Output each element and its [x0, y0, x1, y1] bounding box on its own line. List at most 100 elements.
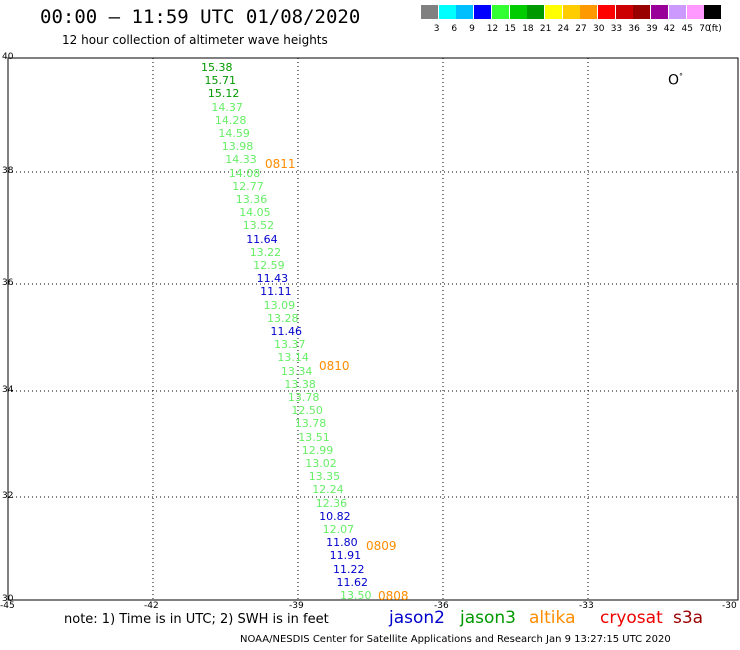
legend-label: 3 [433, 24, 440, 34]
wave-height-value: 14.59 [218, 127, 250, 140]
satellite-label: s3a [673, 608, 704, 628]
wave-height-value: 15.38 [201, 61, 233, 74]
wave-height-value: 12.50 [291, 404, 323, 418]
wave-height-value: 14.33 [225, 153, 257, 167]
wave-height-value: 13.78 [287, 391, 320, 404]
wave-height-value: 14.28 [214, 113, 247, 127]
legend-swatch [509, 5, 527, 19]
wave-height-value: 11.11 [260, 285, 292, 299]
time-label: 0811 [265, 157, 296, 171]
legend-label: 27 [575, 24, 587, 34]
y-tick-label: 38 [2, 166, 14, 176]
legend-swatch [651, 5, 669, 19]
wave-height-value: 13.50 [340, 589, 372, 602]
legend-swatch [704, 5, 722, 19]
wave-height-value: 10.82 [319, 509, 351, 523]
legend-label: 42 [663, 24, 676, 34]
legend-swatch [633, 5, 651, 19]
wave-height-value: 13.52 [242, 219, 275, 233]
x-tick-label: -42 [144, 601, 159, 611]
wave-height-value: 12.99 [301, 443, 334, 457]
legend-label: 12 [486, 24, 499, 34]
map-frame [7, 57, 739, 601]
wave-height-value: 15.12 [207, 87, 240, 101]
legend-swatch [491, 5, 509, 19]
wave-height-value: 13.22 [249, 245, 282, 259]
wave-height-value: 12.07 [322, 523, 355, 536]
wave-height-value: 13.02 [305, 457, 337, 470]
wave-height-value: 13.34 [280, 364, 313, 378]
legend-swatch [598, 5, 615, 19]
wave-height-value: 13.35 [308, 470, 341, 484]
wave-height-value: 11.46 [270, 325, 303, 338]
wave-height-value: 11.43 [256, 272, 289, 286]
y-tick-label: 34 [2, 385, 14, 395]
time-label: 0808 [378, 589, 409, 603]
footnote: note: 1) Time is in UTC; 2) SWH is in fe… [64, 612, 329, 627]
wave-height-value: 13.78 [294, 417, 327, 431]
legend-swatch [544, 5, 562, 19]
legend-swatch [474, 5, 492, 19]
x-tick-label: -39 [289, 601, 304, 611]
chart-subtitle: 12 hour collection of altimeter wave hei… [62, 33, 328, 47]
legend-label: 18 [522, 24, 534, 34]
chart-title: 00:00 – 11:59 UTC 01/08/2020 [40, 6, 361, 28]
legend-label: 15 [504, 24, 516, 34]
x-tick-label: -30 [722, 601, 737, 611]
wave-height-value: 11.22 [333, 562, 365, 576]
wave-height-value: 13.38 [284, 377, 316, 391]
y-tick-label: 30 [2, 594, 14, 604]
wave-height-value: 14.08 [228, 166, 261, 180]
wave-height-value: 14.05 [239, 206, 271, 220]
y-tick-label: 40 [2, 52, 14, 62]
legend-label: 33 [610, 24, 623, 34]
legend-label: 9 [469, 24, 475, 34]
legend-swatch [668, 5, 686, 19]
wave-height-value: 11.80 [326, 536, 358, 550]
wave-height-value: 12.36 [315, 496, 348, 510]
legend-swatch [686, 5, 704, 19]
legend-swatch [527, 5, 545, 19]
legend-label: 24 [557, 24, 570, 34]
legend-swatch [562, 5, 580, 19]
x-tick-label: -45 [0, 601, 15, 611]
time-label: 0809 [366, 539, 397, 553]
legend-label: 6 [451, 24, 458, 34]
wave-height-value: 12.77 [232, 179, 264, 193]
legend-label: 21 [539, 24, 552, 34]
wave-height-value: 12.24 [312, 483, 344, 497]
grid-lines [8, 58, 738, 600]
legend-label: 39 [646, 24, 658, 34]
x-tick-label: -33 [579, 601, 594, 611]
satellite-label: jason3 [460, 608, 516, 628]
wave-height-value: 12.59 [253, 259, 285, 272]
legend-swatch [580, 5, 598, 19]
legend-swatch [615, 5, 633, 19]
legend-swatch [456, 5, 474, 19]
wave-height-value: 13.37 [274, 338, 306, 352]
legend-label: 70 [699, 24, 711, 34]
wave-height-value: 15.71 [204, 74, 237, 88]
wave-height-value: 13.28 [267, 311, 299, 325]
wave-height-value: 13.14 [277, 351, 309, 365]
satellite-label: jason2 [389, 608, 445, 628]
wave-height-value: 13.09 [263, 298, 296, 312]
y-tick-label: 32 [2, 491, 14, 501]
legend-swatch [421, 5, 438, 19]
north-marker: O° [668, 72, 684, 89]
wave-height-value: 11.64 [246, 232, 278, 246]
wave-height-value: 14.37 [211, 100, 243, 114]
wave-height-value: 11.62 [336, 575, 369, 589]
legend-label: 36 [628, 24, 640, 34]
wave-height-value: 11.91 [329, 549, 362, 563]
legend-unit: (ft) [708, 24, 722, 34]
satellite-label: altika [529, 608, 576, 628]
satellite-label: cryosat [600, 608, 663, 628]
legend-label: 45 [681, 24, 693, 34]
x-tick-label: -36 [434, 601, 449, 611]
wave-height-value: 13.98 [221, 140, 254, 154]
time-label: 0810 [319, 359, 350, 373]
legend-label: 30 [593, 24, 605, 34]
wave-height-value: 13.36 [235, 193, 268, 206]
